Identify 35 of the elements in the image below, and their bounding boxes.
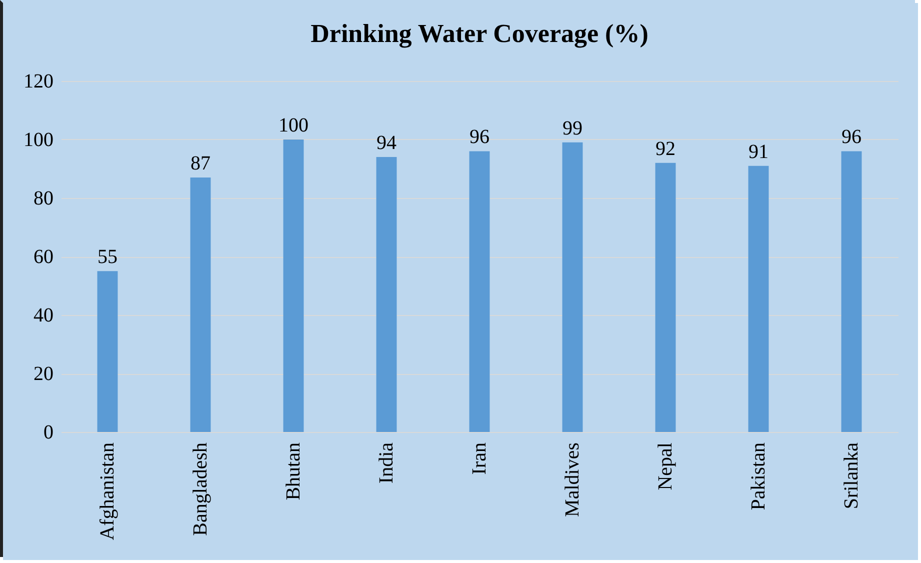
x-tick-label: Maldives [562, 442, 584, 517]
bar [748, 166, 769, 432]
bar [655, 162, 676, 432]
data-label: 100 [278, 114, 308, 136]
y-tick-label: 100 [24, 129, 54, 151]
bar [562, 142, 583, 432]
x-tick-label: Iran [468, 442, 490, 475]
data-label: 87 [190, 152, 210, 175]
x-tick-label: Bhutan [282, 442, 304, 500]
y-tick-label: 0 [44, 422, 54, 444]
data-label: 55 [98, 246, 118, 268]
y-tick-label: 80 [34, 188, 54, 210]
data-label: 99 [562, 117, 582, 140]
y-tick-label: 120 [24, 70, 54, 92]
data-label: 94 [376, 132, 396, 154]
data-label: 96 [470, 126, 490, 148]
bar [469, 151, 490, 432]
x-tick-label: Nepal [654, 442, 676, 490]
bar [283, 140, 304, 432]
y-tick-label: 40 [34, 304, 54, 326]
data-label: 92 [656, 138, 676, 160]
x-tick-label: Bangladesh [190, 442, 212, 536]
data-label: 96 [842, 126, 862, 148]
bar [841, 151, 862, 432]
y-tick-label: 60 [34, 246, 54, 268]
bar [376, 157, 397, 432]
bar [190, 178, 211, 432]
x-tick-label: Srilanka [840, 442, 862, 510]
x-tick-label: Pakistan [748, 442, 770, 510]
chart-title: Drinking Water Coverage (%) [310, 19, 648, 48]
x-tick-label: Afghanistan [96, 442, 118, 540]
bar [97, 271, 118, 432]
data-label: 91 [748, 140, 768, 163]
y-tick-label: 20 [34, 363, 54, 385]
x-tick-label: India [376, 442, 398, 484]
